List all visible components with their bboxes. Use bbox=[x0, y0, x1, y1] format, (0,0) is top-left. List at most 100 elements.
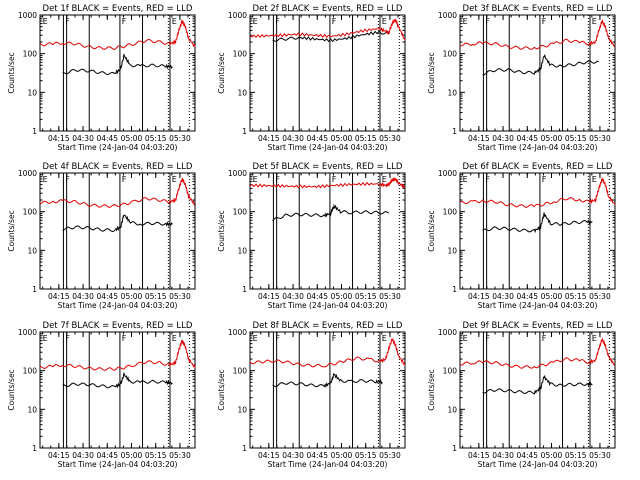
event-marker: F bbox=[485, 175, 490, 184]
event-marker: E bbox=[463, 17, 468, 26]
y-tick-label: 10 bbox=[237, 88, 247, 97]
y-axis-label: Counts/sec bbox=[427, 210, 436, 251]
series-lld bbox=[249, 18, 406, 41]
series-lld bbox=[249, 337, 406, 368]
series-lld bbox=[459, 18, 616, 50]
x-tick-label: 04:45 bbox=[96, 292, 118, 301]
y-tick-label: 10 bbox=[27, 246, 37, 255]
y-tick-label: 1000 bbox=[18, 11, 37, 20]
y-axis-label: Counts/sec bbox=[217, 52, 226, 93]
x-tick-label: 05:00 bbox=[121, 451, 143, 460]
series-lld bbox=[39, 19, 196, 50]
y-tick-label: 10 bbox=[447, 405, 457, 414]
y-axis-label: Counts/sec bbox=[427, 52, 436, 93]
x-tick-label: 05:30 bbox=[589, 134, 611, 143]
x-axis-label: Start Time (24-Jan-04 04:03:20) bbox=[478, 460, 598, 469]
event-marker: F bbox=[332, 175, 337, 184]
x-tick-label: 04:15 bbox=[48, 134, 70, 143]
x-axis-label: Start Time (24-Jan-04 04:03:20) bbox=[58, 301, 178, 310]
panel-det-8: Det 8f BLACK = Events, RED = LLD 1 10 100 10… bbox=[217, 321, 406, 469]
series-lld bbox=[39, 177, 196, 208]
x-tick-label: 04:45 bbox=[96, 451, 118, 460]
event-marker: E bbox=[43, 175, 48, 184]
event-marker: E bbox=[43, 334, 48, 343]
y-axis-label: Counts/sec bbox=[217, 210, 226, 251]
panel-det-5: Det 5f BLACK = Events, RED = LLD 1 10 100 10… bbox=[217, 162, 406, 310]
x-tick-label: 05:00 bbox=[331, 451, 353, 460]
x-tick-label: 05:15 bbox=[355, 451, 377, 460]
x-tick-label: 05:00 bbox=[331, 292, 353, 301]
x-tick-label: 05:00 bbox=[121, 292, 143, 301]
event-marker: F bbox=[65, 334, 70, 343]
x-tick-label: 05:00 bbox=[541, 134, 563, 143]
series-events bbox=[62, 214, 173, 233]
x-tick-label: 05:30 bbox=[589, 451, 611, 460]
x-tick-label: 05:00 bbox=[541, 292, 563, 301]
x-tick-label: 05:15 bbox=[565, 134, 587, 143]
panel-det-7: Det 7f BLACK = Events, RED = LLD 1 10 100 10… bbox=[7, 321, 196, 469]
event-marker: E bbox=[382, 334, 387, 343]
panel-det-6: Det 6f BLACK = Events, RED = LLD 1 10 100 10… bbox=[427, 162, 616, 310]
y-tick-label: 10 bbox=[27, 88, 37, 97]
event-marker: E bbox=[382, 175, 387, 184]
y-axis-label: Counts/sec bbox=[217, 369, 226, 410]
x-tick-label: 05:15 bbox=[565, 292, 587, 301]
x-tick-label: 05:00 bbox=[331, 134, 353, 143]
y-tick-label: 1 bbox=[242, 444, 247, 453]
event-marker: F bbox=[542, 175, 547, 184]
plot-frame bbox=[459, 172, 616, 290]
x-tick-label: 04:15 bbox=[468, 292, 490, 301]
event-marker: F bbox=[275, 17, 280, 26]
x-tick-label: 04:15 bbox=[48, 292, 70, 301]
event-marker: F bbox=[122, 334, 127, 343]
y-tick-label: 10 bbox=[237, 405, 247, 414]
y-tick-label: 100 bbox=[23, 367, 38, 376]
panel-det-1: Det 1f BLACK = Events, RED = LLD 1 10 100 10… bbox=[7, 4, 196, 152]
event-marker: F bbox=[332, 17, 337, 26]
event-marker: E bbox=[592, 17, 597, 26]
y-tick-label: 100 bbox=[233, 50, 248, 59]
panel-title: Det 2f BLACK = Events, RED = LLD bbox=[253, 4, 403, 14]
y-tick-label: 1 bbox=[452, 127, 457, 136]
x-tick-label: 04:45 bbox=[516, 134, 538, 143]
y-tick-label: 100 bbox=[23, 208, 38, 217]
x-tick-label: 05:15 bbox=[565, 451, 587, 460]
plot-frame bbox=[39, 14, 196, 132]
x-tick-label: 04:30 bbox=[72, 292, 94, 301]
event-marker: E bbox=[172, 334, 177, 343]
event-marker: E bbox=[592, 334, 597, 343]
plot-frame bbox=[249, 331, 406, 449]
event-marker: E bbox=[253, 175, 258, 184]
series-events bbox=[62, 371, 173, 389]
y-tick-label: 100 bbox=[443, 367, 458, 376]
y-tick-label: 10 bbox=[447, 88, 457, 97]
x-tick-label: 04:15 bbox=[258, 292, 280, 301]
series-lld bbox=[249, 177, 406, 189]
series-lld bbox=[39, 339, 196, 371]
x-tick-label: 04:30 bbox=[492, 451, 514, 460]
event-marker: E bbox=[463, 334, 468, 343]
y-tick-label: 100 bbox=[443, 208, 458, 217]
panel-title: Det 9f BLACK = Events, RED = LLD bbox=[463, 321, 613, 331]
y-tick-label: 1000 bbox=[18, 169, 37, 178]
series-events bbox=[482, 212, 593, 234]
y-tick-label: 1000 bbox=[228, 11, 247, 20]
series-events bbox=[482, 54, 600, 76]
y-tick-label: 100 bbox=[443, 50, 458, 59]
y-axis-label: Counts/sec bbox=[427, 369, 436, 410]
series-lld bbox=[459, 177, 616, 208]
series-events bbox=[272, 372, 383, 389]
y-tick-label: 1 bbox=[242, 285, 247, 294]
y-tick-label: 1 bbox=[242, 127, 247, 136]
y-tick-label: 1000 bbox=[228, 169, 247, 178]
panel-det-9: Det 9f BLACK = Events, RED = LLD 1 10 100 10… bbox=[427, 321, 616, 469]
x-axis-label: Start Time (24-Jan-04 04:03:20) bbox=[268, 143, 388, 152]
panel-det-3: Det 3f BLACK = Events, RED = LLD 1 10 100 10… bbox=[427, 4, 616, 152]
panel-title: Det 4f BLACK = Events, RED = LLD bbox=[43, 162, 193, 172]
y-tick-label: 1000 bbox=[18, 328, 37, 337]
y-tick-label: 10 bbox=[237, 246, 247, 255]
y-tick-label: 1000 bbox=[438, 328, 457, 337]
panel-title: Det 5f BLACK = Events, RED = LLD bbox=[253, 162, 403, 172]
x-tick-label: 04:30 bbox=[282, 451, 304, 460]
